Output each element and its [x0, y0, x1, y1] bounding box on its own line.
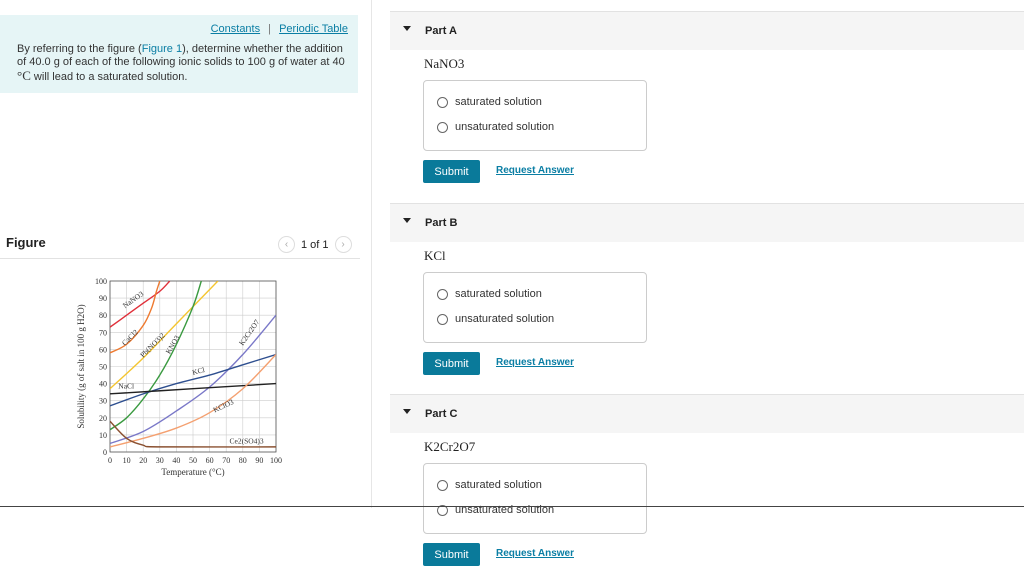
answer-options: saturated solution unsaturated solution [423, 463, 647, 534]
part-header[interactable]: Part C [390, 394, 1024, 433]
y-tick-label: 10 [99, 431, 107, 440]
x-tick-label: 70 [222, 456, 230, 465]
part-label: Part B [425, 217, 458, 229]
y-tick-label: 60 [99, 345, 107, 354]
series-label: NaNO3 [121, 289, 145, 310]
x-tick-label: 100 [270, 456, 282, 465]
x-tick-label: 80 [239, 456, 247, 465]
series-label: Pb(NO3)2 [138, 331, 167, 360]
figure-title: Figure [6, 235, 46, 250]
caret-down-icon[interactable] [403, 26, 411, 31]
radio-button[interactable] [437, 121, 448, 133]
part-label: Part C [425, 408, 458, 420]
series-line-kno3 [110, 281, 202, 431]
formula: NaNO3 [424, 56, 465, 71]
x-tick-label: 50 [189, 456, 197, 465]
unit: °C [17, 68, 31, 83]
x-axis-label: Temperature (°C) [161, 467, 224, 477]
formula: KCl [424, 248, 446, 263]
intro-panel: Constants | Periodic Table By referring … [0, 15, 358, 93]
series-label: CaCl2 [120, 327, 140, 347]
caret-down-icon[interactable] [403, 218, 411, 223]
answer-options: saturated solution unsaturated solution [423, 80, 647, 151]
y-tick-label: 90 [99, 294, 107, 303]
option-label: saturated solution [455, 479, 542, 491]
divider [0, 506, 1024, 507]
y-tick-label: 80 [99, 311, 107, 320]
resource-links: Constants | Periodic Table [211, 23, 348, 35]
submit-button[interactable]: Submit [423, 543, 480, 566]
radio-button[interactable] [437, 313, 448, 325]
solubility-chart: 0 10 20 30 40 50 60 70 80 90 100 0 10 20 30 40 50 60 70 80 9… [76, 277, 282, 477]
submit-button[interactable]: Submit [423, 160, 480, 183]
series-line-kclo3 [110, 354, 276, 448]
prompt-text: ), determine whether the addition of 40.… [17, 43, 345, 68]
radio-button[interactable] [437, 288, 448, 300]
prompt-text: will lead to a saturated solution. [30, 71, 188, 83]
formula: K2Cr2O7 [424, 439, 476, 454]
x-tick-label: 90 [255, 456, 263, 465]
series-line-cacl2 [110, 281, 161, 354]
x-tick-label: 30 [156, 456, 164, 465]
x-tick-label: 20 [139, 456, 147, 465]
question-prompt: By referring to the figure (Figure 1), d… [17, 43, 352, 84]
y-tick-label: 50 [99, 363, 107, 372]
figure-link[interactable]: Figure 1 [141, 43, 183, 55]
option-saturated[interactable]: saturated solution [437, 96, 542, 108]
part-label: Part A [425, 25, 457, 37]
chevron-left-icon[interactable]: ‹ [278, 236, 295, 253]
radio-button[interactable] [437, 96, 448, 108]
part-header[interactable]: Part B [390, 203, 1024, 242]
answer-options: saturated solution unsaturated solution [423, 272, 647, 343]
y-tick-label: 40 [99, 380, 107, 389]
series-line-pbno32 [110, 281, 219, 390]
option-unsaturated[interactable]: unsaturated solution [437, 121, 554, 133]
part-header[interactable]: Part A [390, 11, 1024, 50]
series-line-ce2so43 [110, 420, 276, 448]
y-axis-label: Solubility (g of salt in 100 g H2O) [76, 304, 86, 428]
y-tick-label: 100 [95, 277, 107, 286]
series-label: KNO3 [164, 333, 182, 355]
radio-button[interactable] [437, 479, 448, 491]
periodic-table-link[interactable]: Periodic Table [279, 23, 348, 35]
series-label: Ce2(SO4)3 [230, 436, 264, 445]
divider [0, 258, 360, 259]
y-tick-label: 0 [103, 448, 107, 457]
series-line-k2cr2o7 [110, 314, 276, 445]
prompt-text: By referring to the figure ( [17, 43, 142, 55]
chevron-right-icon[interactable]: › [334, 236, 352, 253]
option-unsaturated[interactable]: unsaturated solution [437, 313, 554, 325]
y-tick-label: 70 [99, 328, 107, 337]
pager-text: 1 of 1 [301, 238, 329, 251]
submit-button[interactable]: Submit [423, 352, 480, 375]
option-saturated[interactable]: saturated solution [437, 288, 542, 300]
series-line-kcl [110, 353, 276, 407]
x-tick-label: 0 [108, 456, 112, 465]
option-label: unsaturated solution [455, 121, 555, 133]
x-tick-label: 60 [206, 456, 214, 465]
request-answer-link[interactable]: Request Answer [496, 165, 574, 176]
series-label: NaCl [118, 382, 134, 391]
y-tick-label: 30 [99, 397, 107, 406]
option-label: saturated solution [455, 96, 542, 108]
request-answer-link[interactable]: Request Answer [496, 357, 574, 368]
series-line-nacl [110, 382, 276, 395]
series-line-nano3 [110, 281, 171, 328]
request-answer-link[interactable]: Request Answer [496, 548, 574, 559]
y-tick-label: 20 [99, 414, 107, 423]
option-label: unsaturated solution [455, 313, 555, 325]
plot-frame [109, 280, 277, 453]
separator: | [268, 23, 272, 35]
x-tick-label: 10 [123, 456, 131, 465]
option-label: saturated solution [455, 288, 542, 300]
figure-pager: ‹ 1 of 1 › [278, 236, 352, 253]
series-label: KCl [191, 365, 205, 377]
option-saturated[interactable]: saturated solution [437, 479, 542, 491]
series-label: KClO3 [212, 397, 236, 414]
caret-down-icon[interactable] [403, 409, 411, 414]
constants-link[interactable]: Constants [210, 23, 261, 35]
panel-divider[interactable] [371, 0, 372, 508]
x-tick-label: 40 [172, 456, 180, 465]
